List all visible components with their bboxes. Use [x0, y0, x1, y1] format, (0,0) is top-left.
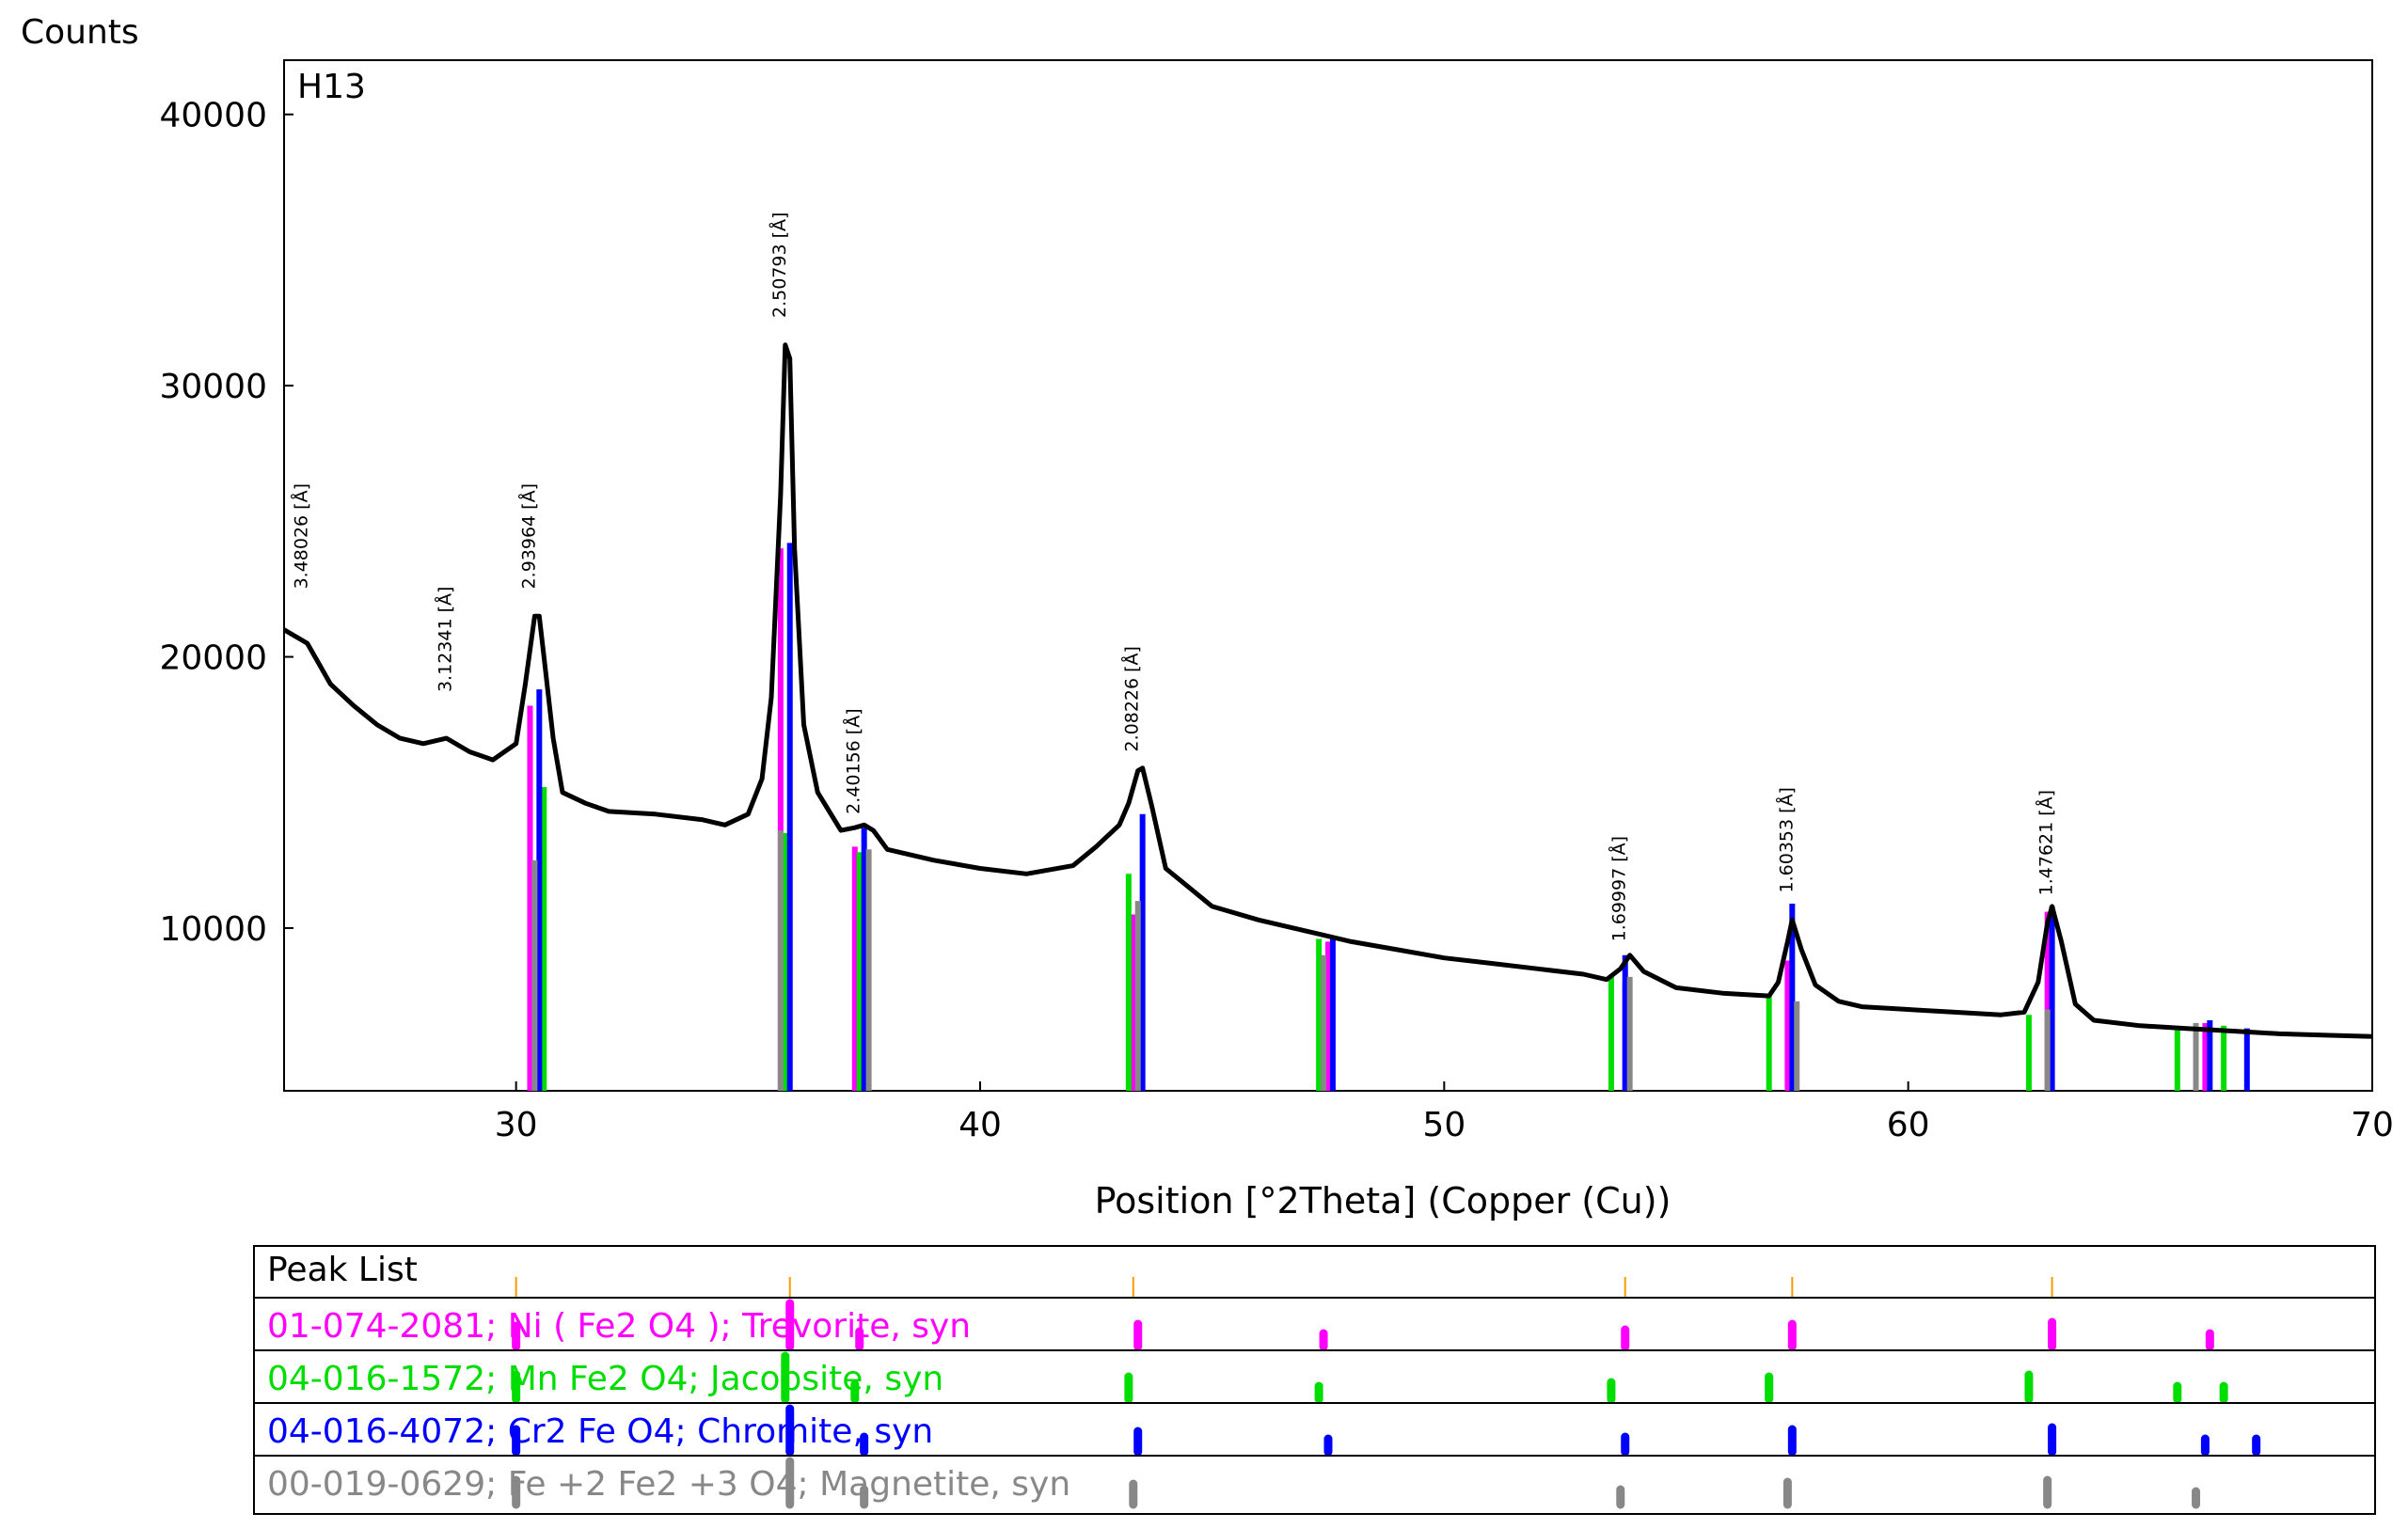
axes: Counts Position [°2Theta] (Copper (Cu)) …: [21, 13, 2373, 1222]
phase-label: 04-016-4072; Cr2 Fe O4; Chromite, syn: [267, 1412, 933, 1451]
peak-list-frame: [253, 1245, 2376, 1515]
peak-annotation: 3.48026 [Å]: [291, 483, 312, 589]
x-tick-label: 40: [958, 1106, 1002, 1144]
phase-label: 01-074-2081; Ni ( Fe2 O4 ); Trevorite, s…: [267, 1307, 971, 1346]
x-tick-label: 70: [2351, 1106, 2394, 1144]
peak-annotation: 1.69997 [Å]: [1608, 836, 1630, 941]
y-tick-label: 30000: [159, 368, 267, 406]
peak-annotation: 2.08226 [Å]: [1121, 646, 1143, 751]
y-tick-label: 10000: [159, 910, 267, 949]
y-tick-label: 40000: [159, 97, 267, 135]
x-axis-label: Position [°2Theta] (Copper (Cu)): [1095, 1180, 1671, 1222]
x-tick-label: 50: [1422, 1106, 1465, 1144]
peak-annotation: 2.93964 [Å]: [517, 483, 539, 589]
reference-lines: [527, 543, 2250, 1091]
phase-label: 04-016-1572; Mn Fe2 O4; Jacobsite, syn: [267, 1360, 943, 1398]
peak-list-title: Peak List: [267, 1251, 418, 1289]
peak-annotation: 1.47621 [Å]: [2036, 790, 2057, 895]
x-tick-label: 60: [1887, 1106, 1930, 1144]
series-line: [282, 342, 2373, 1039]
phase-label: 00-019-0629; Fe +2 Fe2 +3 O4; Magnetite,…: [267, 1465, 1070, 1504]
chart-title: H13: [297, 68, 366, 106]
peak-annotations: 3.48026 [Å] 3.12341 [Å] 2.93964 [Å] 2.50793…: [291, 213, 2057, 942]
x-tick-label: 30: [495, 1106, 538, 1144]
peak-annotation: 3.12341 [Å]: [435, 587, 456, 692]
peak-list-panel: Peak List 01-074-2081; Ni ( Fe2 O4 ); Tr…: [253, 1245, 2376, 1515]
peak-annotation: 2.50793 [Å]: [768, 213, 790, 318]
tick-labels: 30 40 50 60 70 10000 20000 30000 40000: [159, 97, 2393, 1144]
y-axis-label: Counts: [21, 13, 139, 52]
y-tick-label: 20000: [159, 639, 267, 678]
peak-annotation: 1.60353 [Å]: [1775, 787, 1797, 892]
data-series: [282, 342, 2373, 1039]
peak-annotation: 2.40156 [Å]: [843, 708, 864, 813]
